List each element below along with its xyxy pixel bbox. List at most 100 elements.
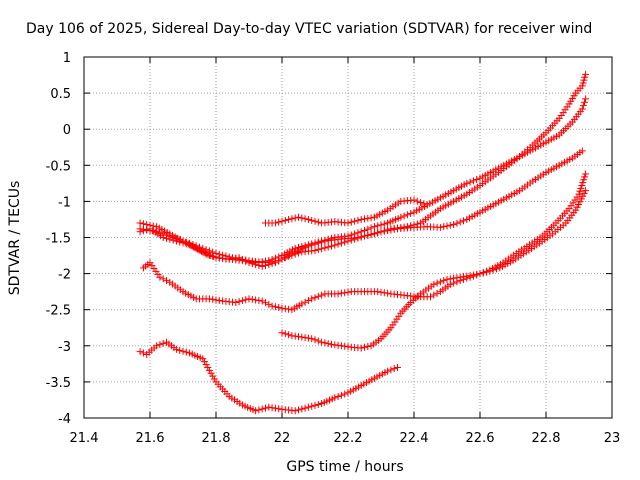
data-point-marker <box>394 363 401 371</box>
data-point-marker <box>255 406 263 414</box>
data-point-marker <box>308 216 316 224</box>
y-tick-label: -0.5 <box>46 159 71 174</box>
x-tick-label: 22 <box>274 431 291 446</box>
data-point-marker <box>204 363 212 371</box>
data-point-marker <box>258 297 266 305</box>
data-point-marker <box>390 225 398 233</box>
data-point-marker <box>210 375 218 383</box>
data-point-marker <box>298 300 306 308</box>
data-point-marker <box>318 291 326 299</box>
data-point-marker <box>308 240 316 248</box>
data-point-marker <box>407 209 415 217</box>
data-point-marker <box>580 76 588 84</box>
data-point-marker <box>298 405 306 413</box>
x-tick-label: 22.8 <box>532 431 561 446</box>
y-tick-label: -2.5 <box>46 304 71 319</box>
data-point-marker <box>575 190 583 198</box>
y-tick-label: 0 <box>63 123 71 138</box>
data-point-marker <box>357 344 365 352</box>
data-point-marker <box>351 217 359 225</box>
data-point-marker <box>453 219 461 227</box>
data-point-marker <box>466 272 474 280</box>
data-point-marker <box>436 278 444 286</box>
data-point-marker <box>440 223 448 231</box>
x-axis-label: GPS time / hours <box>286 459 403 475</box>
series-satellite-6 <box>136 338 401 415</box>
data-point-marker <box>430 291 438 299</box>
data-point-marker <box>410 196 418 204</box>
data-point-marker <box>351 230 359 238</box>
data-point-marker <box>493 265 500 273</box>
data-point-marker <box>172 237 180 245</box>
data-point-marker <box>354 229 362 237</box>
data-point-marker <box>314 292 322 300</box>
data-point-marker <box>337 391 345 399</box>
data-point-marker <box>304 403 312 411</box>
data-point-marker <box>242 296 250 304</box>
data-point-marker <box>311 401 319 409</box>
data-point-marker <box>318 245 326 253</box>
series-satellite-4 <box>139 170 590 314</box>
data-point-marker <box>469 177 477 185</box>
data-point-marker <box>446 221 454 229</box>
data-point-marker <box>577 184 585 192</box>
data-point-marker <box>367 230 375 238</box>
data-point-marker <box>153 342 161 350</box>
data-point-marker <box>139 349 147 357</box>
data-point-marker <box>582 170 590 178</box>
data-point-marker <box>271 254 279 262</box>
y-axis-label: SDTVAR / TECUs <box>7 181 23 296</box>
data-point-marker <box>397 213 405 221</box>
data-point-marker <box>380 289 388 297</box>
data-point-marker <box>450 221 458 229</box>
data-point-marker <box>473 176 481 184</box>
data-point-marker <box>443 275 451 283</box>
data-point-marker <box>207 369 215 377</box>
data-point-marker <box>143 226 151 234</box>
data-point-marker <box>380 227 388 235</box>
data-point-marker <box>301 404 309 412</box>
data-point-marker <box>179 347 187 355</box>
data-point-marker <box>159 339 167 347</box>
data-point-marker <box>390 365 398 373</box>
data-point-marker <box>156 273 164 281</box>
x-tick-label: 21.6 <box>136 431 165 446</box>
data-point-marker <box>364 231 372 239</box>
data-point-marker <box>387 366 395 374</box>
data-point-marker <box>341 289 349 297</box>
data-point-marker <box>582 187 590 195</box>
data-point-marker <box>291 244 299 252</box>
data-point-marker <box>252 259 260 267</box>
data-point-marker <box>374 288 382 296</box>
data-point-marker <box>380 220 388 228</box>
y-tick-label: -1 <box>58 195 71 210</box>
data-point-marker <box>281 330 289 338</box>
data-point-marker <box>456 218 464 226</box>
data-point-marker <box>433 289 441 297</box>
data-point-marker <box>288 251 296 259</box>
data-point-marker <box>308 335 316 343</box>
data-point-marker <box>374 222 382 230</box>
data-point-marker <box>314 400 322 408</box>
data-point-marker <box>298 214 306 222</box>
data-point-marker <box>301 215 309 223</box>
data-point-marker <box>400 212 408 220</box>
data-point-marker <box>314 238 322 246</box>
data-point-marker <box>361 226 368 234</box>
data-point-marker <box>314 218 322 226</box>
data-point-marker <box>301 298 309 306</box>
tick-layer: 21.4 21.6 21.8 22 22.2 22.4 22.6 22.8 23 -4 -3.5 -3… <box>46 51 621 446</box>
y-tick-label: -1.5 <box>46 232 71 247</box>
data-point-marker <box>172 345 180 353</box>
data-point-marker <box>370 223 378 231</box>
data-point-marker <box>212 296 220 304</box>
data-point-marker <box>581 173 589 181</box>
data-point-marker <box>321 236 329 244</box>
data-point-marker <box>301 242 309 250</box>
data-point-marker <box>384 367 392 375</box>
data-point-marker <box>295 243 302 251</box>
data-point-marker <box>311 217 319 225</box>
data-point-marker <box>291 214 299 222</box>
data-point-marker <box>215 296 223 304</box>
data-point-marker <box>473 270 481 278</box>
